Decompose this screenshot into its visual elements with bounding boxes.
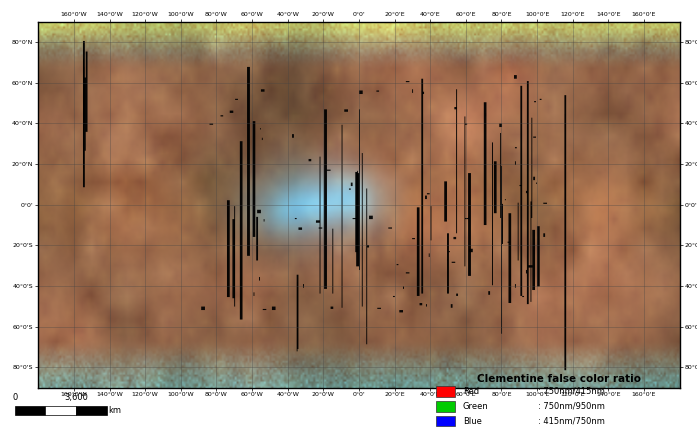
Text: Red: Red (463, 387, 479, 396)
Bar (436, 386, 454, 397)
Text: Blue: Blue (463, 417, 482, 426)
Bar (45, 407, 76, 414)
Bar (436, 401, 454, 412)
Text: : 415nm/750nm: : 415nm/750nm (539, 417, 605, 426)
Text: : 750nm/950nm: : 750nm/950nm (539, 402, 605, 411)
Text: : 750nm/415nm: : 750nm/415nm (539, 387, 605, 396)
Bar (15, 407, 45, 414)
Text: km: km (108, 406, 121, 415)
Text: Clementine false color ratio: Clementine false color ratio (477, 374, 641, 384)
Bar (76, 407, 107, 414)
Text: Green: Green (463, 402, 489, 411)
Text: 3,600: 3,600 (64, 394, 88, 402)
Bar (436, 416, 454, 427)
Text: 0: 0 (12, 394, 17, 402)
